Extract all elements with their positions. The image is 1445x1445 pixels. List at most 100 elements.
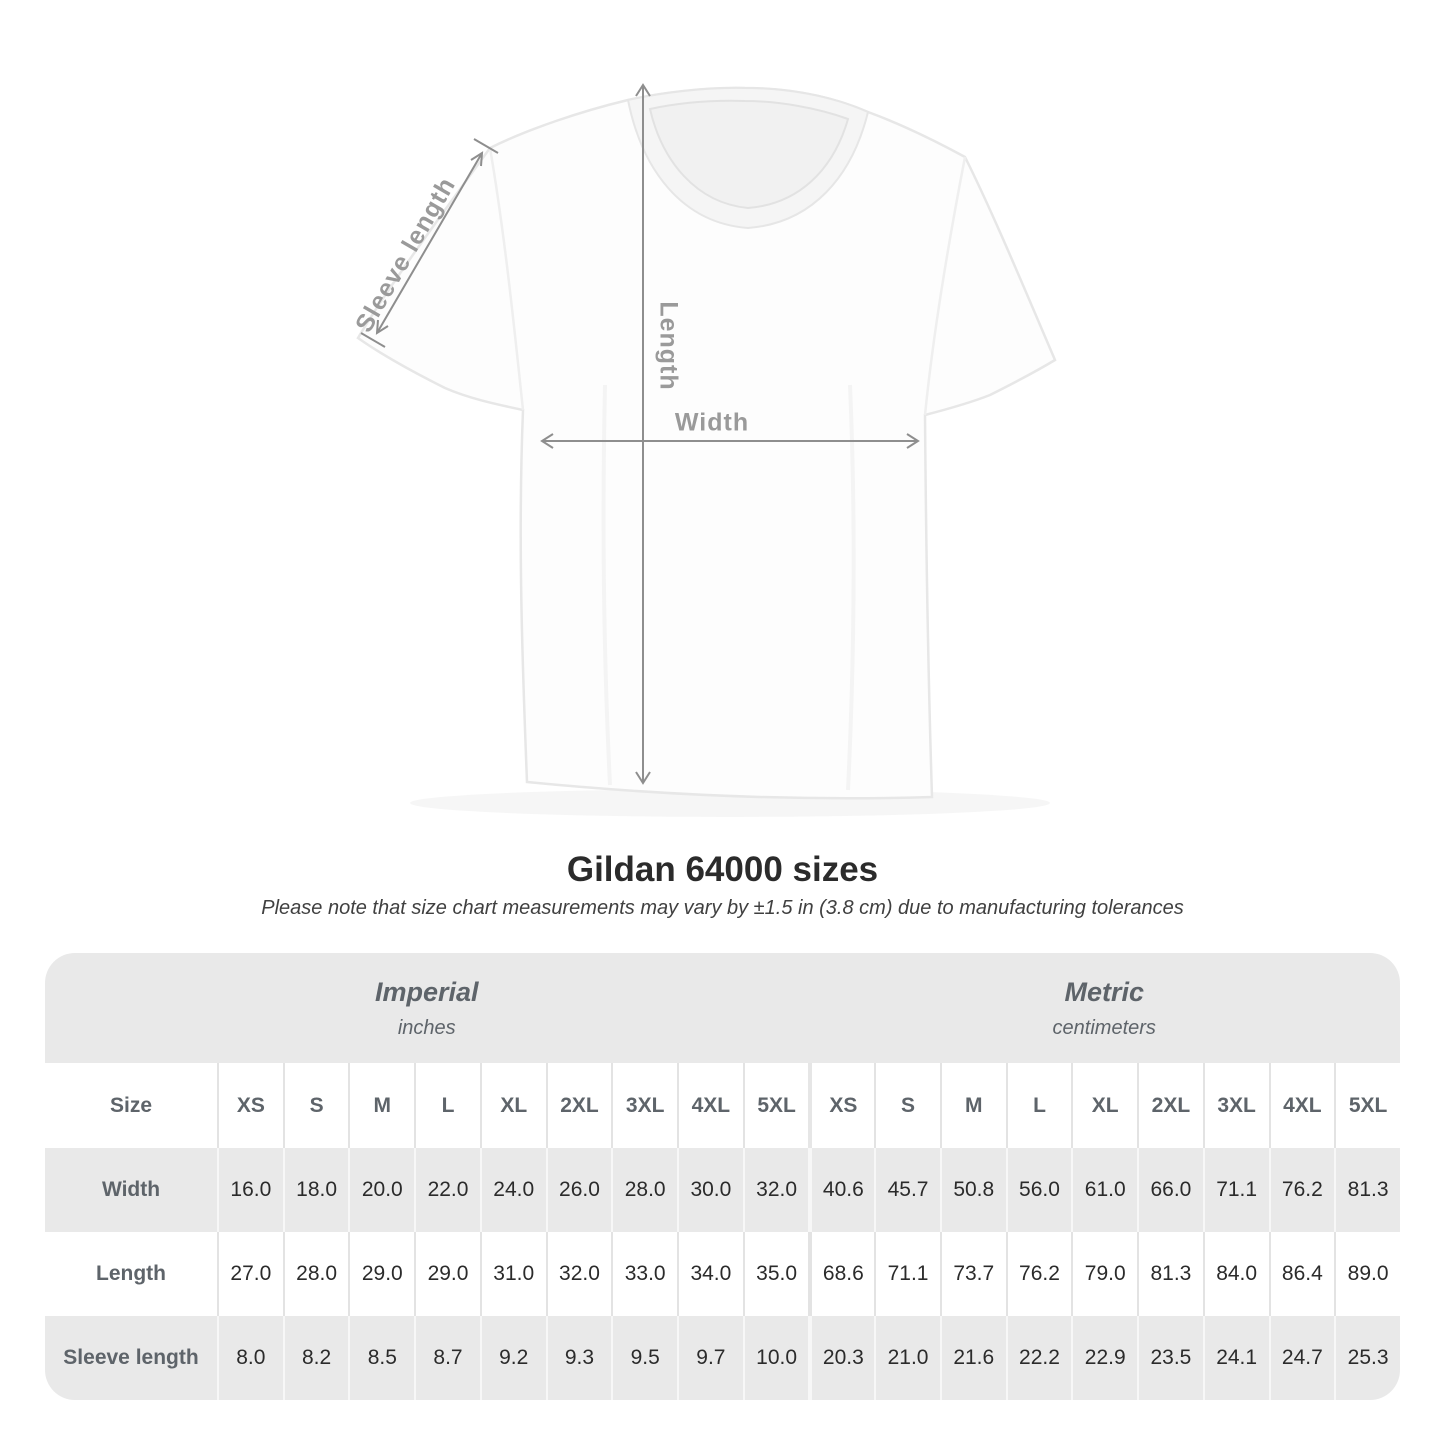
tolerance-note: Please note that size chart measurements…: [261, 897, 1184, 919]
size-header-cell: XL: [479, 1063, 546, 1148]
value-cell: 61.0: [1071, 1148, 1138, 1232]
value-cell: 29.0: [414, 1232, 480, 1316]
value-cell: 10.0: [742, 1316, 809, 1400]
value-cell: 73.7: [939, 1232, 1006, 1316]
unit-group-label: Imperial: [374, 976, 479, 1007]
size-header-cell: 3XL: [1202, 1063, 1269, 1148]
size-header-cell: XL: [1071, 1063, 1138, 1148]
unit-group-metric: Metric centimeters: [808, 953, 1400, 1063]
value-cell: 8.0: [217, 1316, 283, 1400]
table-row-width: Width 16.0 18.0 20.0 22.0 24.0 26.0 28.0…: [45, 1148, 1400, 1232]
value-cell: 20.0: [348, 1148, 415, 1232]
row-label: Length: [45, 1232, 217, 1316]
value-cell: 86.4: [1268, 1232, 1335, 1316]
row-label: Sleeve length: [45, 1316, 217, 1400]
value-cell: 40.6: [808, 1148, 875, 1232]
value-cell: 25.3: [1334, 1316, 1400, 1400]
size-header-cell: 2XL: [545, 1063, 612, 1148]
value-cell: 45.7: [874, 1148, 940, 1232]
size-col-header: Size: [45, 1063, 217, 1148]
value-cell: 68.6: [808, 1232, 875, 1316]
value-cell: 9.7: [677, 1316, 743, 1400]
row-label: Width: [45, 1148, 217, 1232]
neck-hole: [648, 99, 850, 210]
sleeve-arrow-cap: [360, 332, 386, 348]
size-header-cell: 5XL: [1334, 1063, 1400, 1148]
value-cell: 31.0: [479, 1232, 546, 1316]
size-header-cell: 3XL: [611, 1063, 678, 1148]
value-cell: 66.0: [1137, 1148, 1203, 1232]
size-header-cell: L: [414, 1063, 480, 1148]
shoulder-seam-left: [488, 147, 525, 411]
value-cell: 8.5: [348, 1316, 415, 1400]
size-header-cell: L: [1005, 1063, 1072, 1148]
value-cell: 27.0: [217, 1232, 283, 1316]
unit-group-row: Imperial inches Metric centimeters: [45, 953, 1400, 1063]
value-cell: 28.0: [611, 1148, 678, 1232]
value-cell: 22.2: [1005, 1316, 1072, 1400]
value-cell: 56.0: [1005, 1148, 1072, 1232]
value-cell: 81.3: [1334, 1148, 1400, 1232]
value-cell: 71.1: [1202, 1148, 1269, 1232]
value-cell: 16.0: [217, 1148, 283, 1232]
value-cell: 89.0: [1334, 1232, 1400, 1316]
size-header-cell: 5XL: [742, 1063, 809, 1148]
value-cell: 21.6: [939, 1316, 1006, 1400]
value-cell: 9.2: [479, 1316, 546, 1400]
shoulder-seam-right: [923, 156, 967, 416]
value-cell: 84.0: [1202, 1232, 1269, 1316]
value-cell: 26.0: [545, 1148, 612, 1232]
size-header-cell: 4XL: [1268, 1063, 1335, 1148]
value-cell: 76.2: [1268, 1148, 1335, 1232]
value-cell: 35.0: [742, 1232, 809, 1316]
unit-group-imperial: Imperial inches: [45, 953, 809, 1063]
value-cell: 30.0: [677, 1148, 743, 1232]
tshirt-diagram: [356, 83, 1057, 800]
size-table: Imperial inches Metric centimeters Size …: [45, 953, 1400, 1400]
value-cell: 8.7: [414, 1316, 480, 1400]
value-cell: 18.0: [282, 1148, 349, 1232]
size-header-cell: M: [348, 1063, 415, 1148]
page-title: Gildan 64000 sizes: [566, 850, 879, 889]
size-header-cell: S: [874, 1063, 940, 1148]
length-arrow: [635, 83, 651, 785]
size-header-cell: XS: [217, 1063, 283, 1148]
unit-group-sublabel: inches: [397, 1016, 456, 1039]
value-cell: 32.0: [742, 1148, 809, 1232]
value-cell: 50.8: [939, 1148, 1006, 1232]
value-cell: 21.0: [874, 1316, 940, 1400]
value-cell: 22.0: [414, 1148, 480, 1232]
value-cell: 20.3: [808, 1316, 875, 1400]
unit-group-sublabel: centimeters: [1052, 1016, 1156, 1039]
value-cell: 79.0: [1071, 1232, 1138, 1316]
size-header-cell: 4XL: [677, 1063, 743, 1148]
value-cell: 32.0: [545, 1232, 612, 1316]
table-row-length: Length 27.0 28.0 29.0 29.0 31.0 32.0 33.…: [45, 1232, 1400, 1316]
value-cell: 34.0: [677, 1232, 743, 1316]
value-cell: 81.3: [1137, 1232, 1203, 1316]
length-label: Length: [654, 301, 683, 391]
value-cell: 28.0: [282, 1232, 349, 1316]
value-cell: 24.1: [1202, 1316, 1269, 1400]
value-cell: 33.0: [611, 1232, 678, 1316]
sleeve-arrow-cap: [473, 138, 499, 154]
value-cell: 22.9: [1071, 1316, 1138, 1400]
size-header-cell: XS: [808, 1063, 875, 1148]
value-cell: 71.1: [874, 1232, 940, 1316]
value-cell: 76.2: [1005, 1232, 1072, 1316]
value-cell: 24.7: [1268, 1316, 1335, 1400]
value-cell: 9.5: [611, 1316, 678, 1400]
size-header-cell: M: [939, 1063, 1006, 1148]
value-cell: 24.0: [479, 1148, 546, 1232]
value-cell: 8.2: [282, 1316, 349, 1400]
tshirt-body: [356, 86, 1057, 800]
size-header-cell: S: [282, 1063, 349, 1148]
width-label: Width: [674, 408, 750, 437]
unit-group-label: Metric: [1064, 976, 1144, 1007]
value-cell: 29.0: [348, 1232, 415, 1316]
size-header-row: Size XS S M L XL 2XL 3XL 4XL 5XL XS S M …: [45, 1063, 1400, 1148]
sleeve-length-arrow: [360, 138, 499, 348]
width-arrow: [540, 433, 920, 449]
value-cell: 23.5: [1137, 1316, 1203, 1400]
size-header-cell: 2XL: [1137, 1063, 1203, 1148]
